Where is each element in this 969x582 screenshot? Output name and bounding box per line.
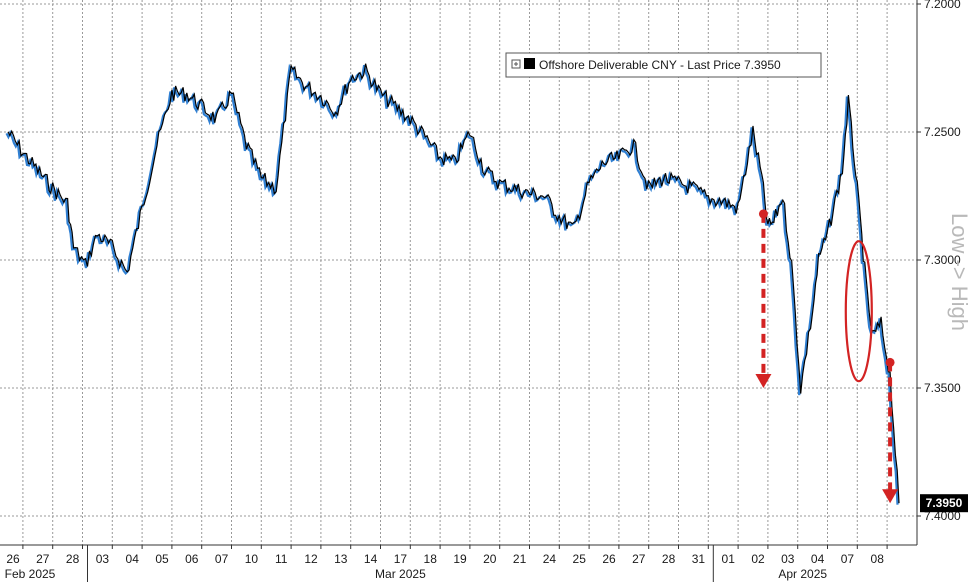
x-tick-label: 20 (483, 552, 497, 566)
x-tick-label: 28 (66, 552, 80, 566)
x-tick-label: 26 (602, 552, 616, 566)
month-label: Feb 2025 (5, 567, 56, 581)
x-tick-label: 21 (513, 552, 527, 566)
x-tick-label: 12 (304, 552, 318, 566)
x-tick-label: 04 (126, 552, 140, 566)
x-tick-label: 07 (215, 552, 229, 566)
annotation-arrow-head (882, 489, 899, 504)
grid-lines (0, 0, 917, 545)
month-label: Apr 2025 (778, 567, 827, 581)
x-tick-label: 14 (364, 552, 378, 566)
x-tick-label: 17 (394, 552, 408, 566)
y-tick-label: 7.4000 (924, 509, 961, 523)
y-tick-label: 7.3500 (924, 381, 961, 395)
annotation-ellipse (844, 240, 873, 383)
x-tick-label: 24 (543, 552, 557, 566)
x-tick-label: 03 (781, 552, 795, 566)
x-tick-label: 11 (275, 552, 288, 566)
x-tick-label: 31 (692, 552, 706, 566)
x-tick-label: 26 (6, 552, 20, 566)
x-tick-label: 01 (722, 552, 736, 566)
legend-box (505, 52, 822, 78)
month-label: Mar 2025 (375, 567, 426, 581)
x-tick-label: 05 (155, 552, 169, 566)
annotations (755, 209, 899, 504)
series-lines (5, 63, 900, 505)
y-tick-label: 7.3000 (924, 253, 961, 267)
x-tick-label: 03 (96, 552, 110, 566)
month-labels: Feb 2025 Mar 2025 Apr 2025 (5, 545, 827, 582)
x-tick-label: 02 (751, 552, 765, 566)
y-tick-labels: 7.2000 7.2500 7.3000 7.3500 7.4000 (917, 0, 961, 523)
x-tick-label: 19 (453, 552, 467, 566)
x-tick-labels: 26 27 28 03 04 05 06 07 10 11 12 13 14 17 18 19 20 21 24 25… (6, 545, 888, 566)
last-price-badge: 7.3950 (920, 494, 968, 513)
y-tick-label: 7.2000 (924, 0, 961, 11)
x-tick-label: 07 (841, 552, 855, 566)
x-tick-label: 18 (424, 552, 438, 566)
x-tick-label: 27 (36, 552, 50, 566)
annotation-arrow-head (755, 374, 772, 388)
legend-label: Offshore Deliverable CNY - Last Price 7.… (539, 58, 781, 72)
x-tick-label: 06 (185, 552, 199, 566)
x-tick-label: 28 (662, 552, 676, 566)
x-tick-label: 13 (334, 552, 348, 566)
y-axis-title: Low -> High (947, 213, 969, 331)
y-tick-label: 7.2500 (924, 125, 961, 139)
x-tick-label: 08 (871, 552, 885, 566)
x-tick-label: 10 (245, 552, 259, 566)
x-tick-label: 25 (573, 552, 587, 566)
x-tick-label: 27 (632, 552, 646, 566)
series-line (7, 63, 900, 504)
x-tick-label: 04 (811, 552, 825, 566)
axes (0, 0, 918, 546)
legend: Offshore Deliverable CNY - Last Price 7.… (505, 52, 822, 78)
last-price-badge-bg (920, 494, 968, 513)
series-shadow-line (5, 63, 899, 505)
legend-swatch (524, 58, 535, 69)
last-price-value: 7.3950 (926, 496, 963, 510)
